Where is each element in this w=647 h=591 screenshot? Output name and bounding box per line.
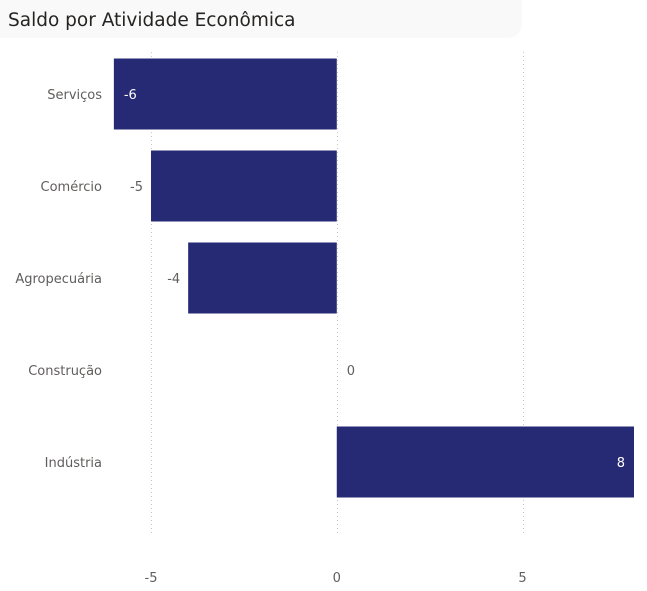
category-label: Serviços <box>47 88 102 103</box>
data-labels: -6 -5 -4 0 8 <box>124 88 625 471</box>
x-tick-label: -5 <box>145 571 158 586</box>
data-label: -6 <box>124 88 137 103</box>
value-axis: -5 0 5 <box>145 571 527 586</box>
bars <box>113 58 634 498</box>
data-label: 0 <box>347 364 355 379</box>
chart-title: Saldo por Atividade Econômica <box>8 10 296 31</box>
category-axis: Serviços Comércio Agropecuária Construção In… <box>15 88 102 471</box>
bar[interactable] <box>151 150 337 222</box>
bar[interactable] <box>336 426 634 498</box>
x-tick-label: 0 <box>333 571 341 586</box>
x-tick-label: 5 <box>518 571 526 586</box>
category-label: Indústria <box>45 456 102 471</box>
title-background <box>0 0 522 38</box>
category-label: Construção <box>28 364 102 379</box>
gridlines <box>151 52 524 535</box>
category-label: Agropecuária <box>15 272 102 287</box>
category-label: Comércio <box>41 180 103 195</box>
data-label: 8 <box>617 456 625 471</box>
data-label: -5 <box>130 180 143 195</box>
bar[interactable] <box>113 58 337 130</box>
bar[interactable] <box>188 242 337 314</box>
data-label: -4 <box>167 272 180 287</box>
